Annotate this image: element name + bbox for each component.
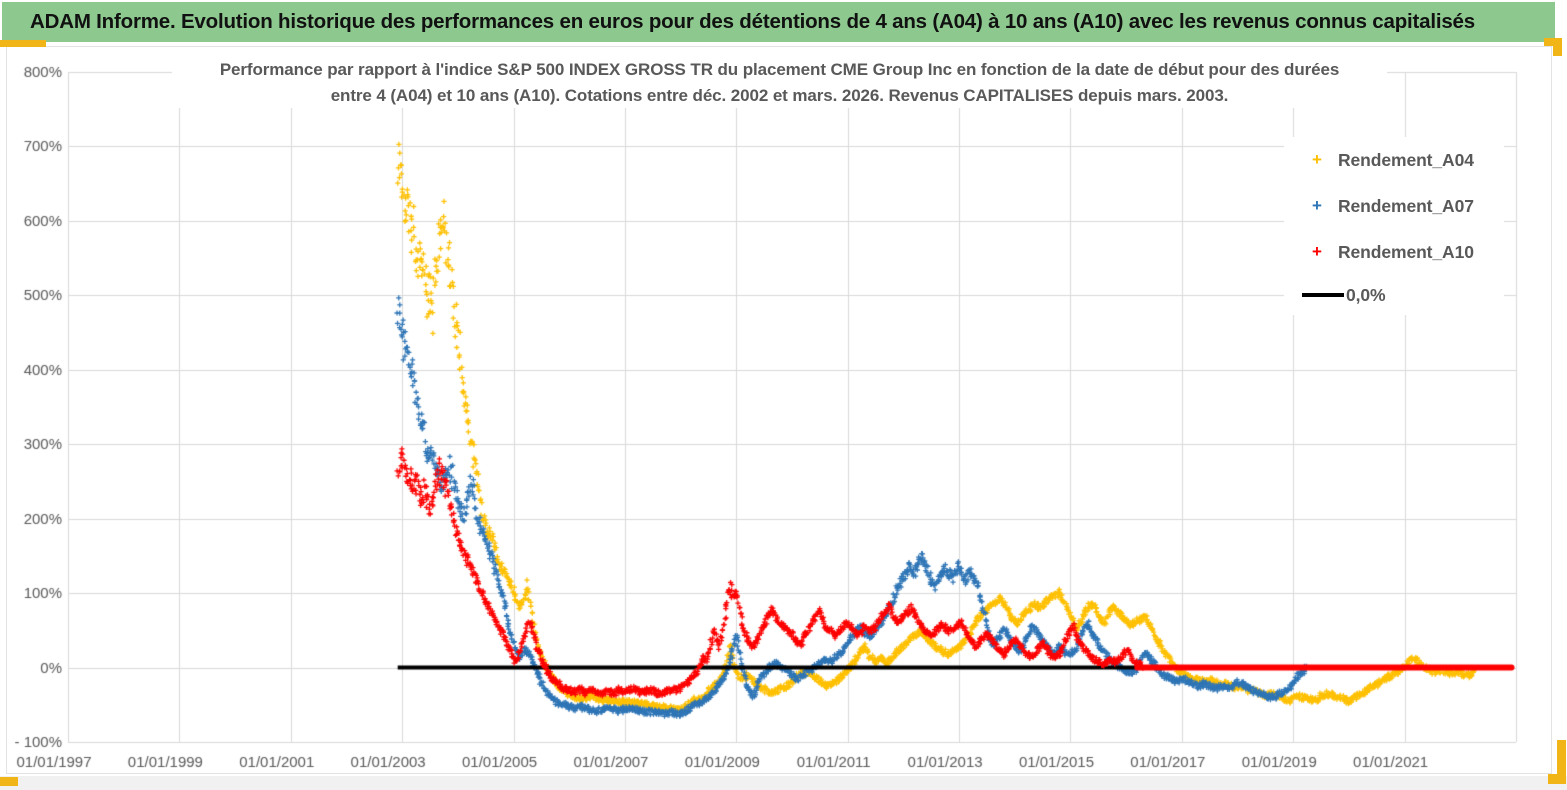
legend-item-rendement-a07[interactable]: + Rendement_A07 [1284,183,1504,229]
legend-item-zero-line[interactable]: 0,0% [1284,275,1504,315]
line-marker-icon [1302,293,1344,297]
plus-marker-icon: + [1312,150,1322,169]
legend-label: Rendement_A07 [1338,195,1474,216]
plus-marker-icon: + [1312,242,1322,261]
plus-marker-icon: + [1312,196,1322,215]
accent-bottom-right-h [1548,774,1566,784]
accent-top-right-v [1553,38,1562,56]
chart-title-line2: entre 4 (A04) et 10 ans (A10). Cotations… [330,85,1229,105]
accent-bottom-left [0,777,18,786]
chart-legend: + Rendement_A04 + Rendement_A07 + Rendem… [1284,137,1504,315]
legend-label: Rendement_A04 [1338,149,1474,170]
legend-item-rendement-a10[interactable]: + Rendement_A10 [1284,229,1504,275]
legend-item-rendement-a04[interactable]: + Rendement_A04 [1284,137,1504,183]
legend-label: 0,0% [1346,284,1386,305]
chart-title: Performance par rapport à l'indice S&P 5… [172,57,1387,108]
legend-label: Rendement_A10 [1338,241,1474,262]
accent-bottom-right-v [1557,740,1566,784]
chart-title-line1: Performance par rapport à l'indice S&P 5… [219,60,1340,79]
accent-top-left [0,40,46,47]
